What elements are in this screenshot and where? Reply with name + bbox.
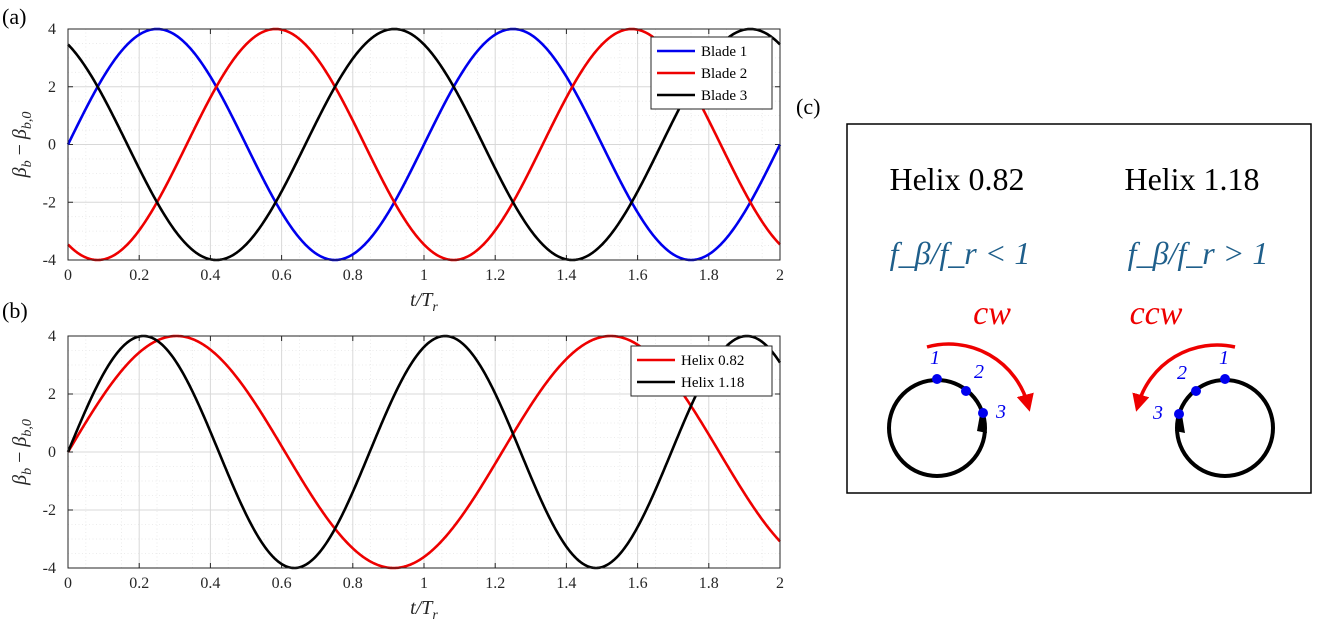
- blade-3-label-left: 3: [995, 401, 1006, 423]
- cw-arrow: [926, 342, 1034, 412]
- helix-118-title: Helix 1.18: [1124, 161, 1259, 197]
- x-tick-label: 1.8: [699, 575, 719, 592]
- x-tick-label: 0.8: [343, 575, 363, 592]
- x-tick-label: 0: [64, 575, 72, 592]
- series-line-blade-1: [66, 27, 782, 262]
- blade-1-label-left: 1: [930, 347, 940, 369]
- blade-2-label-right: 2: [1177, 362, 1187, 384]
- panel-label-b: (b): [2, 298, 28, 323]
- diagram-c: Helix 0.82 Helix 1.18 f_β/f_r < 1 f_β/f_…: [846, 123, 1312, 494]
- ccw-arrow: [1132, 343, 1236, 412]
- x-axis-label: t/Tr: [410, 289, 438, 315]
- x-tick-label: 0.2: [129, 267, 149, 284]
- series-line-helix-118: [66, 334, 782, 570]
- ccw-label: ccw: [1130, 295, 1183, 332]
- plot-b: 0 0.2 0.4 0.6 0.8 1 1.2 1.4 1.6 1.8 2 -4 -2 0 2 4 Helix …: [9, 328, 784, 623]
- axes-box: [67, 335, 781, 569]
- x-tick-label: 1.4: [556, 267, 576, 284]
- y-tick-label: 0: [48, 137, 56, 154]
- x-tick-label: 1: [420, 575, 428, 592]
- blade-1-label-right: 1: [1219, 347, 1229, 369]
- y-tick-label: 2: [48, 386, 56, 403]
- x-tick-label: 1.6: [628, 267, 648, 284]
- y-tick-label: -4: [43, 560, 56, 577]
- x-axis-label: t/Tr: [410, 597, 438, 623]
- x-tick-label: 1.6: [628, 575, 648, 592]
- legend-entry: Blade 2: [701, 66, 747, 82]
- x-tick-label: 0.2: [129, 575, 149, 592]
- legend-entry: Blade 1: [701, 44, 747, 60]
- y-tick-label: -2: [43, 502, 56, 519]
- blade-3-label-right: 3: [1152, 402, 1163, 424]
- y-axis-label: βb − βb,0: [9, 419, 35, 486]
- series-line-blade-3: [67, 27, 781, 262]
- x-tick-label: 1: [420, 267, 428, 284]
- blade-2-label-left: 2: [974, 361, 984, 383]
- y-tick-label: 0: [48, 444, 56, 461]
- blade-1-dot-right: [1220, 374, 1230, 384]
- y-axis-label: βb − βb,0: [9, 112, 35, 179]
- y-tick-label: 4: [48, 21, 56, 38]
- blade-3-dot-right: [1174, 409, 1184, 419]
- x-tick-label: 2: [776, 267, 784, 284]
- axes-box: [67, 28, 781, 261]
- panel-label-c: (c): [796, 94, 820, 119]
- blade-1-dot-left: [932, 374, 942, 384]
- blade-3-dot-left: [978, 408, 988, 418]
- blade-2-dot-left: [961, 386, 971, 396]
- panel-label-a: (a): [2, 4, 26, 29]
- legend-entry: Helix 1.18: [681, 375, 744, 391]
- plot-a: 0 0.2 0.4 0.6 0.8 1 1.2 1.4 1.6 1.8 2 -4 -2 0 2 4 Blade …: [9, 21, 784, 315]
- x-tick-label: 0.6: [272, 267, 292, 284]
- x-tick-label: 1.2: [485, 267, 505, 284]
- y-tick-label: -4: [43, 252, 56, 269]
- x-tick-label: 0.6: [272, 575, 292, 592]
- helix-082-title: Helix 0.82: [889, 161, 1024, 197]
- legend: Blade 1 Blade 2 Blade 3: [650, 36, 773, 110]
- rotation-arrowhead-right: [1175, 409, 1185, 433]
- rotation-arrowhead-left: [977, 409, 987, 433]
- y-tick-label: -2: [43, 194, 56, 211]
- x-tick-label: 0: [64, 267, 72, 284]
- x-tick-label: 1.2: [485, 575, 505, 592]
- x-tick-label: 1.8: [699, 267, 719, 284]
- blade-2-dot-right: [1191, 386, 1201, 396]
- cw-label: cw: [973, 295, 1011, 332]
- x-tick-label: 2: [776, 575, 784, 592]
- legend-entry: Helix 0.82: [681, 353, 744, 369]
- x-tick-label: 0.4: [200, 267, 220, 284]
- legend-entry: Blade 3: [701, 88, 747, 104]
- x-tick-label: 0.8: [343, 267, 363, 284]
- diagram-frame: [846, 123, 1312, 494]
- x-tick-label: 0.4: [200, 575, 220, 592]
- y-tick-label: 2: [48, 79, 56, 96]
- legend: Helix 0.82 Helix 1.18: [630, 345, 773, 397]
- x-tick-label: 1.4: [556, 575, 576, 592]
- ratio-less-than-1: f_β/f_r < 1: [890, 235, 1031, 271]
- ratio-greater-than-1: f_β/f_r > 1: [1128, 235, 1269, 271]
- legend-box: [630, 345, 773, 397]
- y-tick-label: 4: [48, 328, 56, 345]
